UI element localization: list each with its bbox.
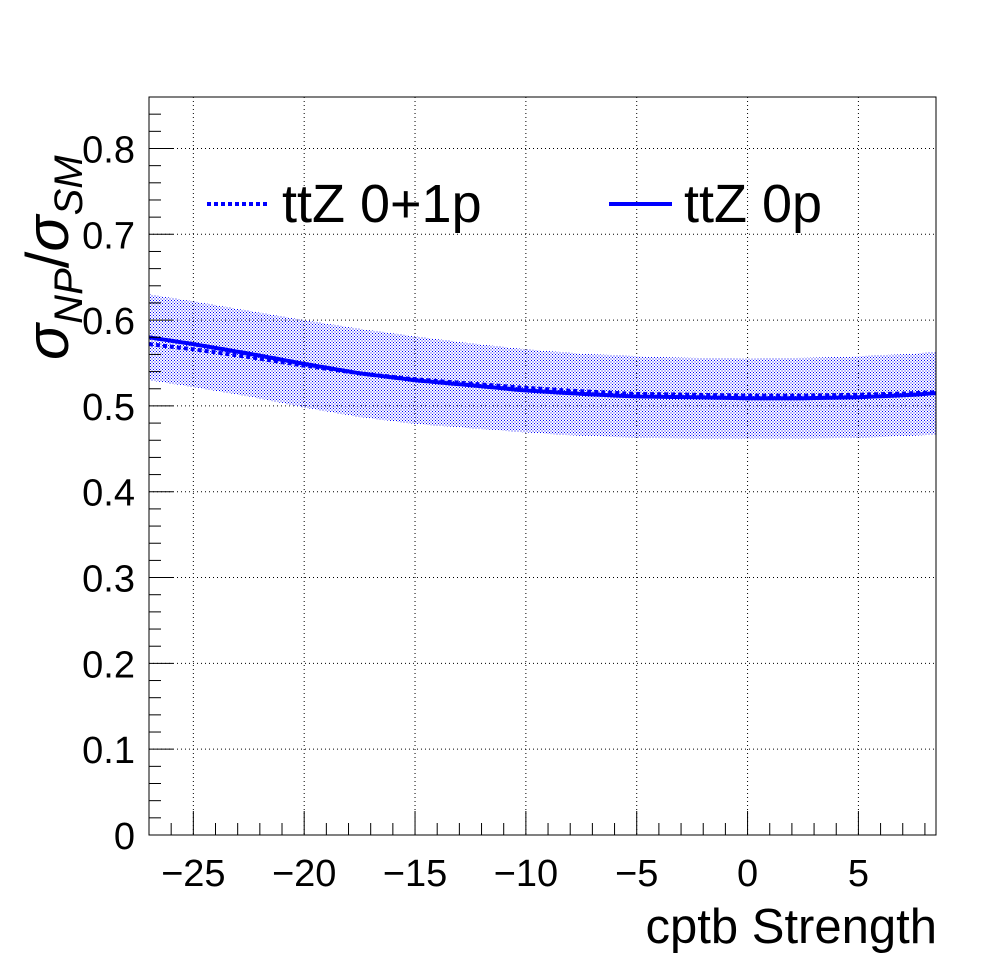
x-tick-label: −25 — [161, 853, 225, 895]
y-axis-title-sigma-sm: σ — [14, 213, 81, 252]
series-lines — [148, 335, 937, 401]
y-tick-label: 0.3 — [82, 559, 135, 601]
x-tick-label: −5 — [615, 853, 658, 895]
y-axis-title-sigma-np: σ — [14, 321, 81, 360]
series-line-1 — [148, 342, 937, 398]
axis-ticks — [148, 96, 926, 836]
x-tick-label: 0 — [737, 853, 758, 895]
uncertainty-band — [149, 294, 936, 439]
plot-frame — [148, 96, 937, 836]
y-tick-label: 0.5 — [82, 387, 135, 429]
y-tick-label: 0.2 — [82, 644, 135, 686]
tick-labels: −25 −20 −15 −10 −5 0 5 0 0.1 0.2 0.3 0.4 0.5 0.6 0.7 0.… — [82, 129, 869, 895]
y-axis-title-sub-sm: SM — [47, 155, 91, 216]
y-tick-label: 0.7 — [82, 215, 135, 257]
x-tick-label: −10 — [494, 853, 558, 895]
y-tick-label: 0.4 — [82, 473, 135, 515]
legend: ttZ 0+1p ttZ 0p — [207, 174, 822, 234]
y-tick-label: 0 — [114, 816, 135, 858]
x-tick-label: −20 — [272, 853, 336, 895]
svg-text:σNP/σSM: σNP/σSM — [14, 155, 91, 360]
grid-lines — [149, 97, 936, 835]
y-tick-label: 0.8 — [82, 129, 135, 171]
y-axis-title-sub-np: NP — [47, 268, 91, 324]
x-tick-label: −15 — [383, 853, 447, 895]
legend-label-series-1: ttZ 0+1p — [282, 174, 482, 234]
legend-label-series-2: ttZ 0p — [684, 174, 822, 234]
y-axis-title-slash: / — [14, 251, 81, 268]
y-tick-label: 0.6 — [82, 301, 135, 343]
band-area — [149, 294, 936, 439]
plot-border — [148, 96, 937, 836]
x-axis-title: cptb Strength — [646, 900, 937, 954]
y-tick-label: 0.1 — [82, 730, 135, 772]
series-line-2 — [148, 335, 937, 401]
x-tick-label: 5 — [848, 853, 869, 895]
y-axis-title: σNP/σSM — [14, 155, 91, 360]
